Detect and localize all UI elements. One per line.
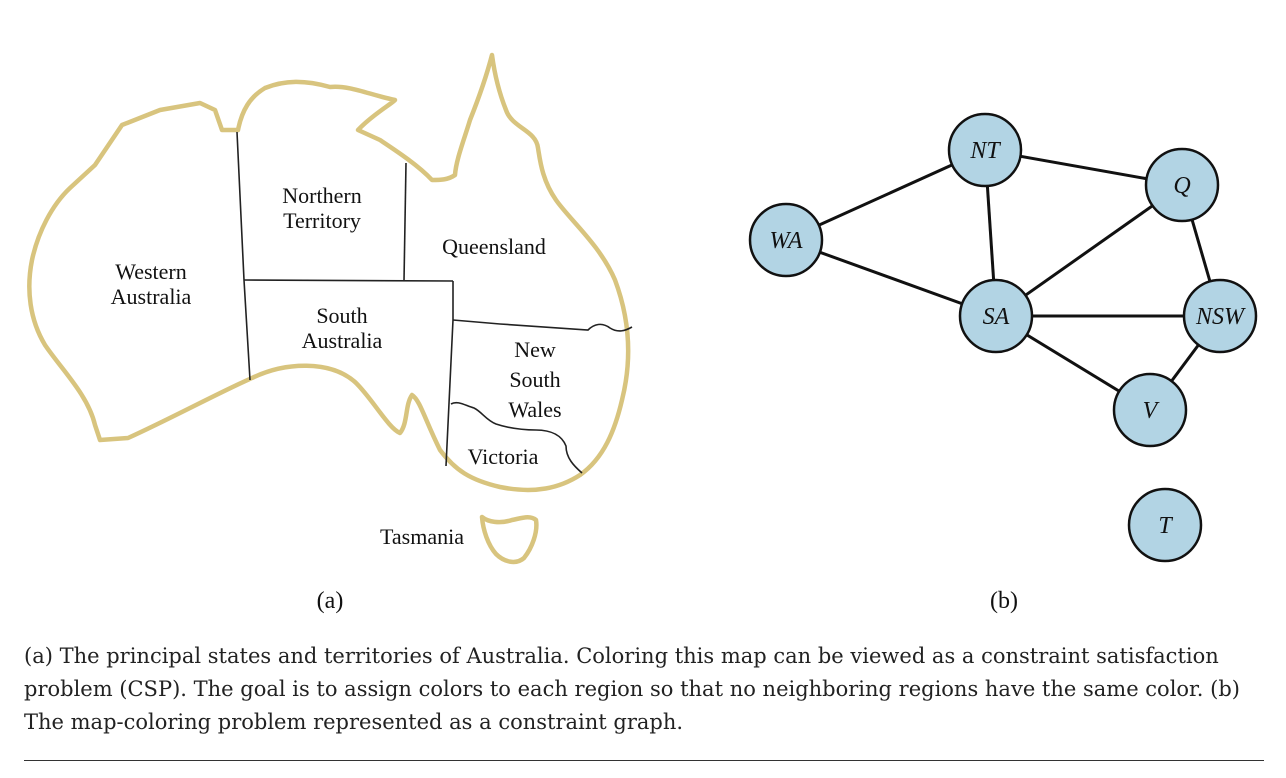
node-label-q: Q [1173,173,1190,199]
node-label-t: T [1158,513,1173,539]
australia-map: Western Australia Northern Territory Queen… [27,52,633,614]
graph-nodes: NT Q WA SA NSW V T [748,112,1258,563]
node-nt: NT [947,112,1023,188]
region-label-v: Victoria [468,444,539,469]
mainland-outline [27,52,631,493]
border-wa [236,131,251,381]
node-circle-wa [748,202,824,278]
node-circle-q [1144,147,1220,223]
constraint-graph: NT Q WA SA NSW V T (b) [748,112,1258,614]
node-circle-nt [947,112,1023,188]
node-wa: WA [748,202,824,278]
edge-sa-q [995,183,1183,318]
border-nt-q [403,162,407,282]
node-label-nt: NT [969,138,1001,164]
node-v: V [1112,372,1188,448]
node-circle-t [1127,487,1203,563]
tasmania-outline [479,514,539,565]
region-label-q: Queensland [442,234,546,259]
node-circle-sa [958,278,1034,354]
caption-divider [24,760,1264,761]
map-sublabel: (a) [317,588,344,614]
graph-sublabel: (b) [990,588,1018,614]
node-label-sa: SA [983,304,1010,330]
node-label-v: V [1143,398,1160,424]
region-label-nt: Northern Territory [282,183,361,233]
border-sa-east [445,281,454,467]
border-nt-sa [243,279,454,282]
figure-caption: (a) The principal states and territories… [24,644,1240,734]
node-circle-v [1112,372,1188,448]
region-label-wa: Western Australia [111,259,192,309]
node-t: T [1127,487,1203,563]
region-label-sa: South Australia [302,303,383,353]
region-label-nsw: New South Wales [508,337,561,422]
border-q-nsw [452,319,633,332]
node-nsw: NSW [1182,278,1258,354]
node-label-wa: WA [770,228,803,254]
border-nsw-v [450,401,583,474]
node-q: Q [1144,147,1220,223]
figure: Western Australia Northern Territory Queen… [27,52,1258,614]
node-sa: SA [958,278,1034,354]
state-borders [236,131,633,474]
node-label-nsw: NSW [1195,304,1246,330]
node-circle-nsw [1182,278,1258,354]
region-label-t: Tasmania [380,524,464,549]
